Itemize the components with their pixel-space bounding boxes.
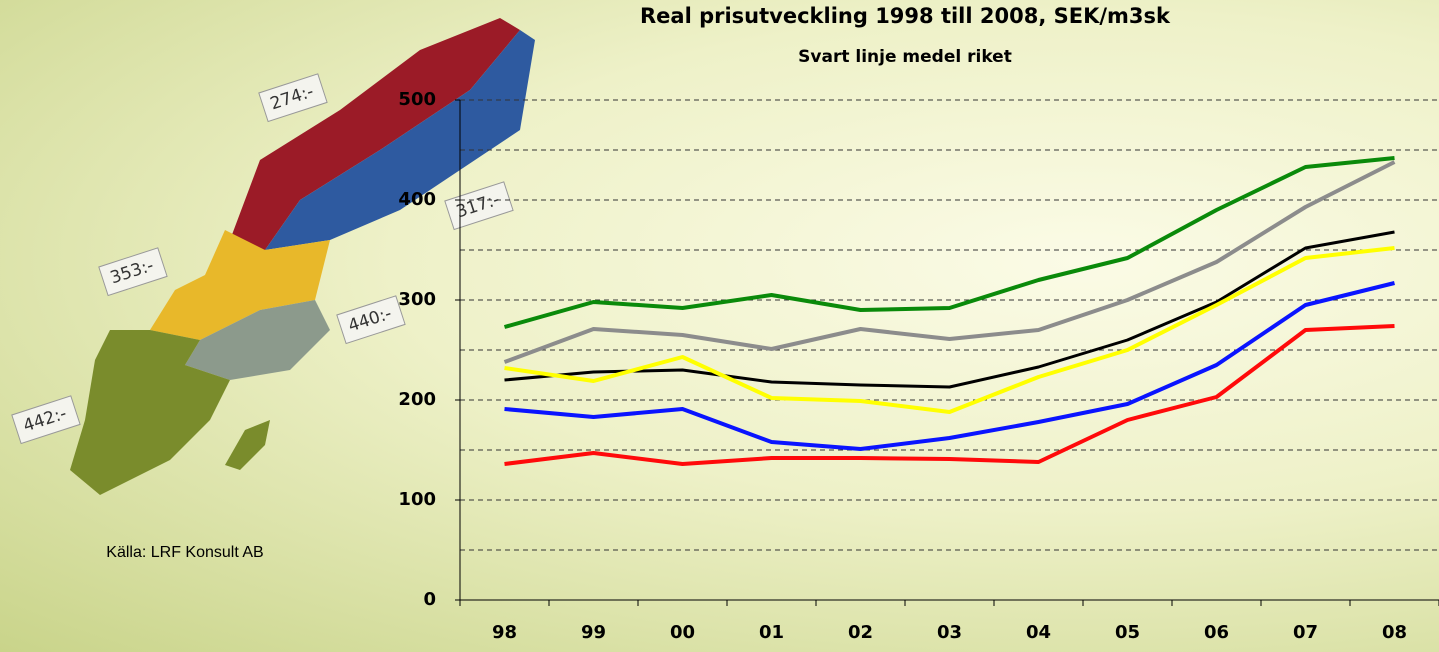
- tag: [444, 181, 514, 231]
- x-tick-label: 07: [1293, 622, 1318, 643]
- x-tick-label: 08: [1382, 622, 1407, 643]
- tag: [11, 395, 81, 445]
- y-tick-label: 500: [398, 89, 436, 110]
- x-tick-label: 04: [1026, 622, 1051, 643]
- y-tick-label: 200: [398, 389, 436, 410]
- chart-subtitle: Svart linje medel riket: [798, 47, 1012, 67]
- x-tick-label: 06: [1204, 622, 1229, 643]
- line-series: [504, 324, 1395, 466]
- y-tick-label: 0: [423, 589, 436, 610]
- x-tick-label: 00: [670, 622, 695, 643]
- tag: [336, 295, 406, 345]
- x-tick-label: 98: [492, 622, 517, 643]
- y-tick-label: 300: [398, 289, 436, 310]
- x-tick-label: 01: [759, 622, 784, 643]
- line-series: [503, 156, 1395, 329]
- map: [70, 18, 535, 495]
- x-tick-label: 05: [1115, 622, 1140, 643]
- x-tick-label: 99: [581, 622, 606, 643]
- y-tick-label: 400: [398, 189, 436, 210]
- source: Källa: LRF Konsult AB: [106, 544, 263, 561]
- y-tick-label: 100: [398, 489, 436, 510]
- line-series: [503, 160, 1396, 364]
- chart-title: Real prisutveckling 1998 till 2008, SEK/…: [640, 4, 1171, 28]
- line-series: [504, 230, 1395, 389]
- line-series: [504, 246, 1395, 414]
- price-tags: 274:- 317:- 353:- 440:- 442:-: [11, 73, 514, 445]
- tag: [98, 247, 168, 297]
- line-series: [504, 281, 1395, 451]
- x-tick-label: 02: [848, 622, 873, 643]
- tag: [258, 73, 328, 123]
- x-tick-label: 03: [937, 622, 962, 643]
